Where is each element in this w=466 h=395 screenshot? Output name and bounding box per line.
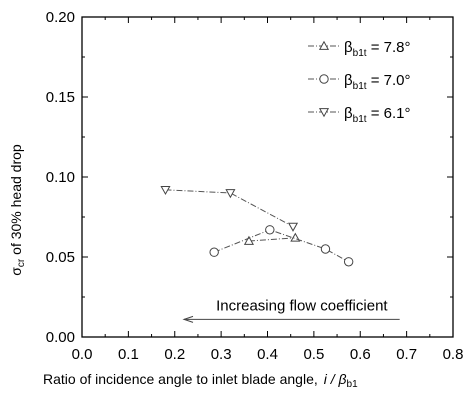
annotation: Increasing flow coefficient xyxy=(182,297,400,323)
legend-label-2: βb1t = 7.0° xyxy=(344,72,411,92)
plot-area-border xyxy=(81,16,454,338)
legend-label-symbol: β xyxy=(344,72,353,89)
x-tick-label: 0.1 xyxy=(118,346,139,363)
series-2-point xyxy=(209,247,219,257)
series-3-point xyxy=(160,185,171,196)
legend-label-value: = 6.1° xyxy=(367,105,411,122)
series-line-2 xyxy=(213,229,349,263)
x-tick-label: 0.0 xyxy=(72,346,93,363)
y-tick-label: 0.00 xyxy=(46,329,75,346)
legend-label-1: βb1t = 7.8° xyxy=(344,39,411,59)
x-tick-label: 0.4 xyxy=(257,346,278,363)
series-group xyxy=(160,185,354,267)
x-tick-label: 0.6 xyxy=(350,346,371,363)
legend-label-subscript: b1t xyxy=(353,81,367,92)
x-tick-label: 0.5 xyxy=(303,346,324,363)
legend-label-subscript: b1t xyxy=(353,48,367,59)
series-line-1 xyxy=(248,237,296,242)
legend-marker-2 xyxy=(319,74,329,84)
annotation-text: Increasing flow coefficient xyxy=(216,297,388,314)
x-axis-title: Ratio of incidence angle to inlet blade … xyxy=(43,371,358,390)
series-3-point xyxy=(287,222,299,232)
y-tick-label: 0.10 xyxy=(46,169,75,186)
legend-label-3: βb1t = 6.1° xyxy=(344,105,411,125)
legend-label-symbol: β xyxy=(344,39,353,56)
y-tick-label: 0.20 xyxy=(46,9,75,26)
legend-label-value: = 7.0° xyxy=(367,72,411,89)
annotation-arrow-head xyxy=(182,315,194,323)
series-2-point xyxy=(343,257,354,267)
y-tick-label: 0.05 xyxy=(46,249,75,266)
legend-label-value: = 7.8° xyxy=(367,39,411,56)
series-line-3 xyxy=(165,189,294,228)
series-2-point xyxy=(265,225,275,235)
axis-ticks: 0.0 0.1 0.2 0.3 0.4 0.5 0.6 0.7 0.8 0.00 0.05 0.10 0… xyxy=(46,9,464,363)
x-tick-label: 0.7 xyxy=(396,346,417,363)
x-tick-label: 0.2 xyxy=(164,346,185,363)
series-2-point xyxy=(320,244,331,254)
legend-marker-1 xyxy=(318,40,330,50)
legend-label-symbol: β xyxy=(344,105,353,122)
series-1-point xyxy=(243,235,254,245)
x-tick-label: 0.3 xyxy=(211,346,232,363)
legend: βb1t = 7.8°βb1t = 7.0°βb1t = 6.1° xyxy=(308,39,411,125)
y-axis-title: σcr of 30% head drop xyxy=(8,144,27,276)
legend-label-subscript: b1t xyxy=(353,114,367,125)
legend-marker-3 xyxy=(318,108,330,118)
y-tick-label: 0.15 xyxy=(46,89,75,106)
plot-frame xyxy=(81,16,454,338)
x-tick-label: 0.8 xyxy=(443,346,464,363)
series-3-point xyxy=(225,189,236,199)
